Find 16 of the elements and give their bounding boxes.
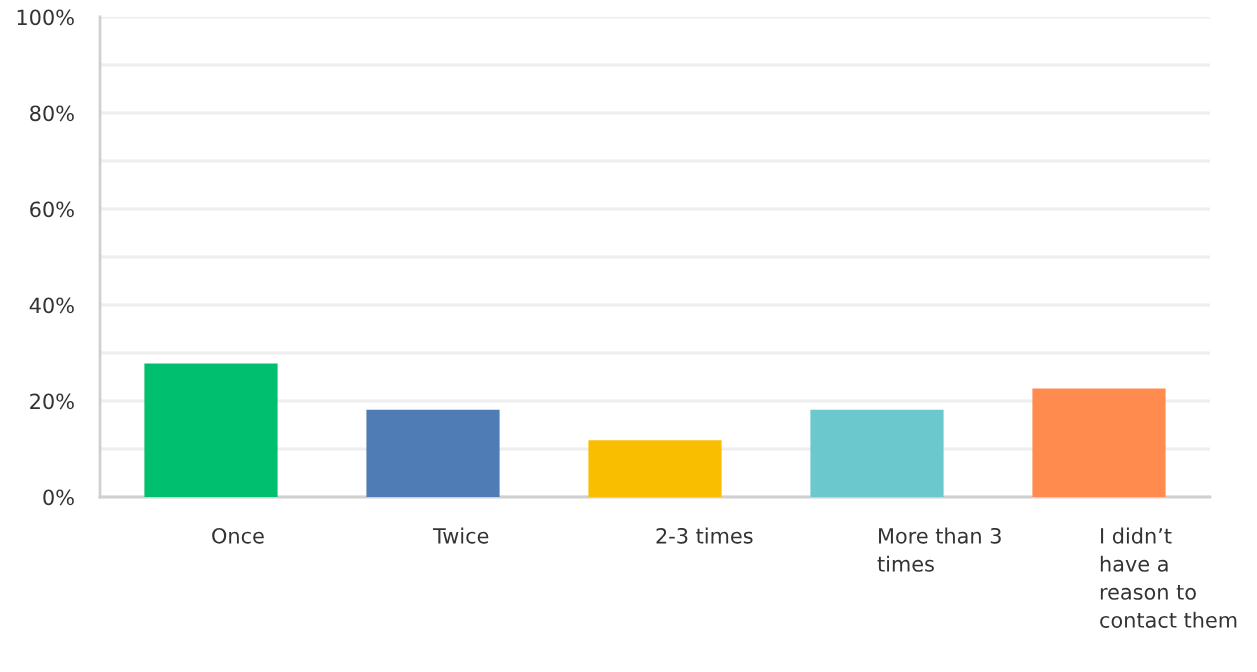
x-tick-label: 2-3 times bbox=[656, 527, 753, 544]
bar bbox=[144, 363, 278, 497]
x-tick-label: Twice bbox=[432, 527, 489, 544]
y-tick-label: 0% bbox=[43, 489, 74, 506]
bar bbox=[1032, 388, 1166, 497]
y-tick-label: 80% bbox=[30, 105, 74, 122]
bar bbox=[588, 440, 722, 497]
y-tick-label: 40% bbox=[29, 297, 74, 314]
x-tick-label: Once bbox=[212, 527, 264, 544]
x-tick-label: I didn’t have a reason to contact them bbox=[1100, 527, 1237, 628]
bar bbox=[810, 409, 944, 497]
y-tick-label: 20% bbox=[30, 393, 74, 410]
x-tick-label: More than 3 times bbox=[877, 527, 1001, 572]
bar bbox=[366, 409, 500, 497]
y-tick-label: 60% bbox=[30, 201, 74, 218]
y-tick-label: 100% bbox=[17, 9, 74, 26]
